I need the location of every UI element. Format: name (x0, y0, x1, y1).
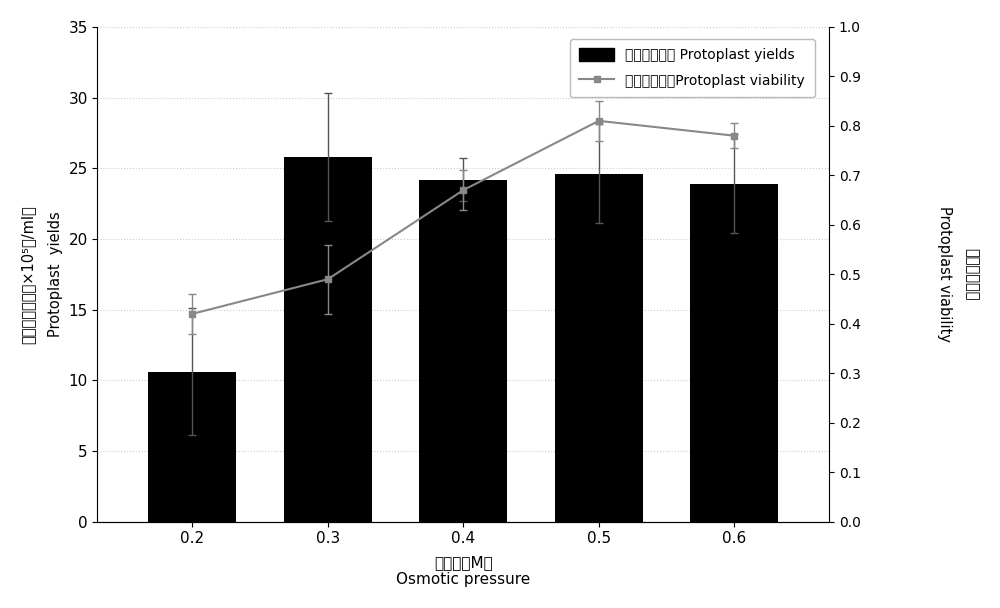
Y-axis label: 原生质体活性
Protoplast viability: 原生质体活性 Protoplast viability (937, 206, 979, 342)
Bar (284, 157, 372, 522)
Legend: 原生质体产量 Protoplast yields, 原生质体活性Protoplast viability: 原生质体产量 Protoplast yields, 原生质体活性Protopla… (570, 39, 815, 97)
Bar (419, 179, 507, 522)
X-axis label: 渗透压（M）
Osmotic pressure: 渗透压（M） Osmotic pressure (396, 554, 530, 587)
Y-axis label: 原生质体产量（×10⁵个/ml）
Protoplast  yields: 原生质体产量（×10⁵个/ml） Protoplast yields (21, 205, 63, 344)
Bar (690, 184, 778, 522)
Bar (555, 174, 643, 522)
Bar (148, 372, 236, 522)
